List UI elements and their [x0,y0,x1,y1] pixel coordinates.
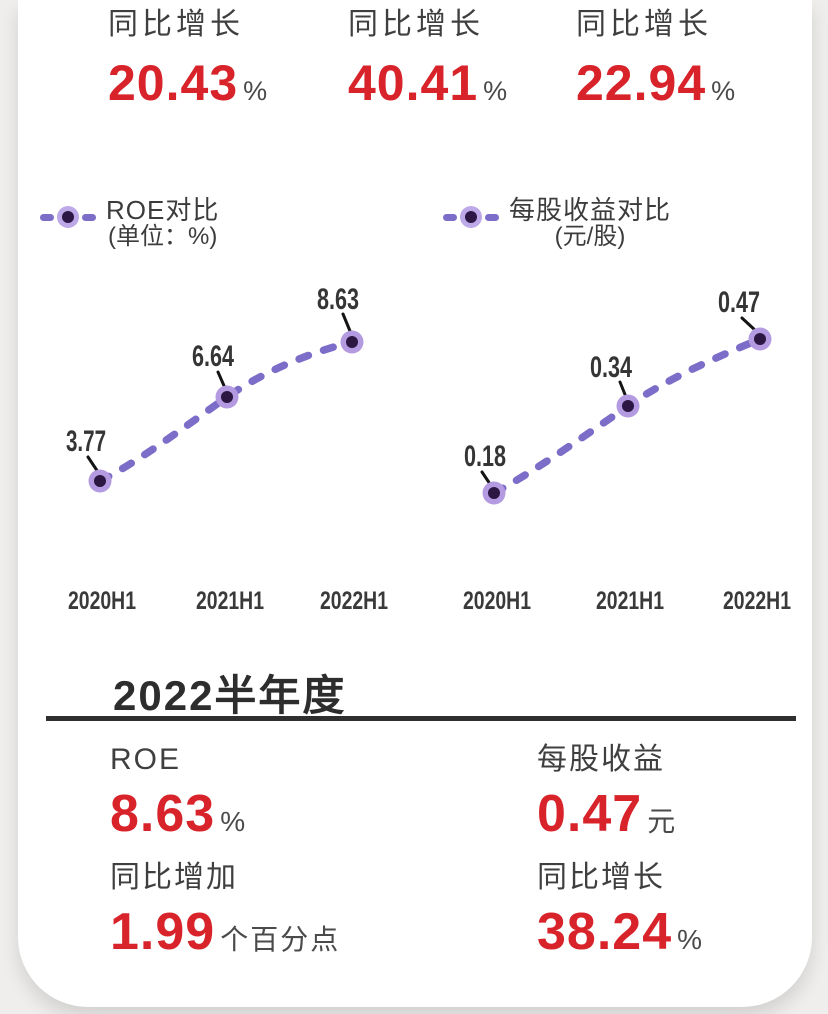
dash-icon [443,213,457,221]
summary-value-number: 0.47 [537,785,643,843]
dash-icon [485,213,499,221]
growth-value-unit: % [711,76,737,106]
growth-value-number: 22.94 [576,55,707,111]
summary-item-label: 同比增加 [110,861,238,894]
callout-line [341,312,352,333]
growth-stat-label: 同比增长 [108,8,244,41]
summary-item-eps: 每股收益 0.47 元 [537,743,677,841]
point-value-label: 3.77 [66,425,106,458]
callout-line [86,455,100,474]
x-axis-label: 2022H1 [320,587,388,615]
legend-title: 每股收益对比 [509,195,672,225]
growth-stat-3: 同比增长 22.94 % [576,8,736,109]
point-value-label: 8.63 [317,283,359,316]
summary-value-unit: % [220,806,248,837]
summary-value-unit: 个百分点 [220,924,341,955]
summary-item-value: 38.24 % [537,906,704,958]
summary-heading: 2022半年度 [113,672,347,719]
point-value-label: 0.18 [464,440,506,473]
callout-line [740,316,758,333]
growth-value-number: 40.41 [348,55,479,111]
legend-title: ROE对比 [106,195,220,225]
summary-item-value: 0.47 元 [537,788,677,840]
growth-value-number: 20.43 [108,55,239,111]
summary-value-number: 38.24 [537,903,673,961]
summary-value-number: 8.63 [110,785,216,843]
growth-stat-value: 20.43 % [108,58,268,108]
dash-icon [82,213,96,221]
summary-item-label: 同比增长 [537,861,665,894]
dash-icon [40,213,54,221]
x-axis-label: 2022H1 [723,587,791,615]
data-point [616,394,640,418]
legend-text: ROE对比 (单位：%) [106,196,219,250]
summary-value-unit: % [677,924,705,955]
x-axis-label: 2020H1 [68,587,136,615]
data-point [748,327,772,351]
growth-stat-label: 同比增长 [576,8,712,41]
summary-value-number: 1.99 [110,903,216,961]
divider-line [46,716,796,721]
x-axis-label: 2020H1 [463,587,531,615]
point-marker-icon [57,206,79,228]
x-axis-label: 2021H1 [596,587,664,615]
growth-stat-value: 22.94 % [576,58,736,108]
growth-value-unit: % [243,76,269,106]
data-point [482,481,506,505]
growth-stat-1: 同比增长 20.43 % [108,8,268,109]
eps-line-chart: 0.18 0.34 0.47 2020H1 2021H1 2022H1 [463,286,791,615]
legend-eps: 每股收益对比 (元/股) [443,196,671,250]
data-point [215,385,239,409]
legend-text: 每股收益对比 (元/股) [509,196,671,250]
summary-item-roe: ROE 8.63 % [110,743,247,841]
summary-item-label: ROE [110,743,182,776]
roe-line-chart: 3.77 6.64 8.63 2020H1 2021H1 2022H1 [66,283,388,615]
summary-item-value: 1.99 个百分点 [110,906,340,958]
callout-line [216,370,227,390]
dashed-line-marker-icon [40,206,96,228]
growth-stat-2: 同比增长 40.41 % [348,8,508,109]
point-value-label: 0.47 [718,286,760,319]
summary-item-roe-change: 同比增加 1.99 个百分点 [110,861,340,959]
point-value-label: 0.34 [590,351,632,384]
growth-value-unit: % [483,76,509,106]
point-value-label: 6.64 [192,340,234,373]
growth-stat-value: 40.41 % [348,58,508,108]
data-point [88,469,112,493]
callout-line [480,470,492,486]
summary-item-value: 8.63 % [110,788,247,840]
point-marker-icon [460,206,482,228]
summary-item-eps-growth: 同比增长 38.24 % [537,861,704,959]
legend-subtitle: (单位：%) [108,223,218,250]
summary-value-unit: 元 [647,806,678,837]
callout-line [618,380,628,399]
growth-stat-label: 同比增长 [348,8,484,41]
legend-roe: ROE对比 (单位：%) [40,196,219,250]
report-card: 同比增长 20.43 % 同比增长 40.41 % 同比增长 22.94 % R… [18,0,812,1007]
x-axis-label: 2021H1 [196,587,264,615]
dashed-line-marker-icon [443,206,499,228]
summary-item-label: 每股收益 [537,743,665,776]
legend-subtitle: (元/股) [554,223,626,250]
data-point [340,330,364,354]
